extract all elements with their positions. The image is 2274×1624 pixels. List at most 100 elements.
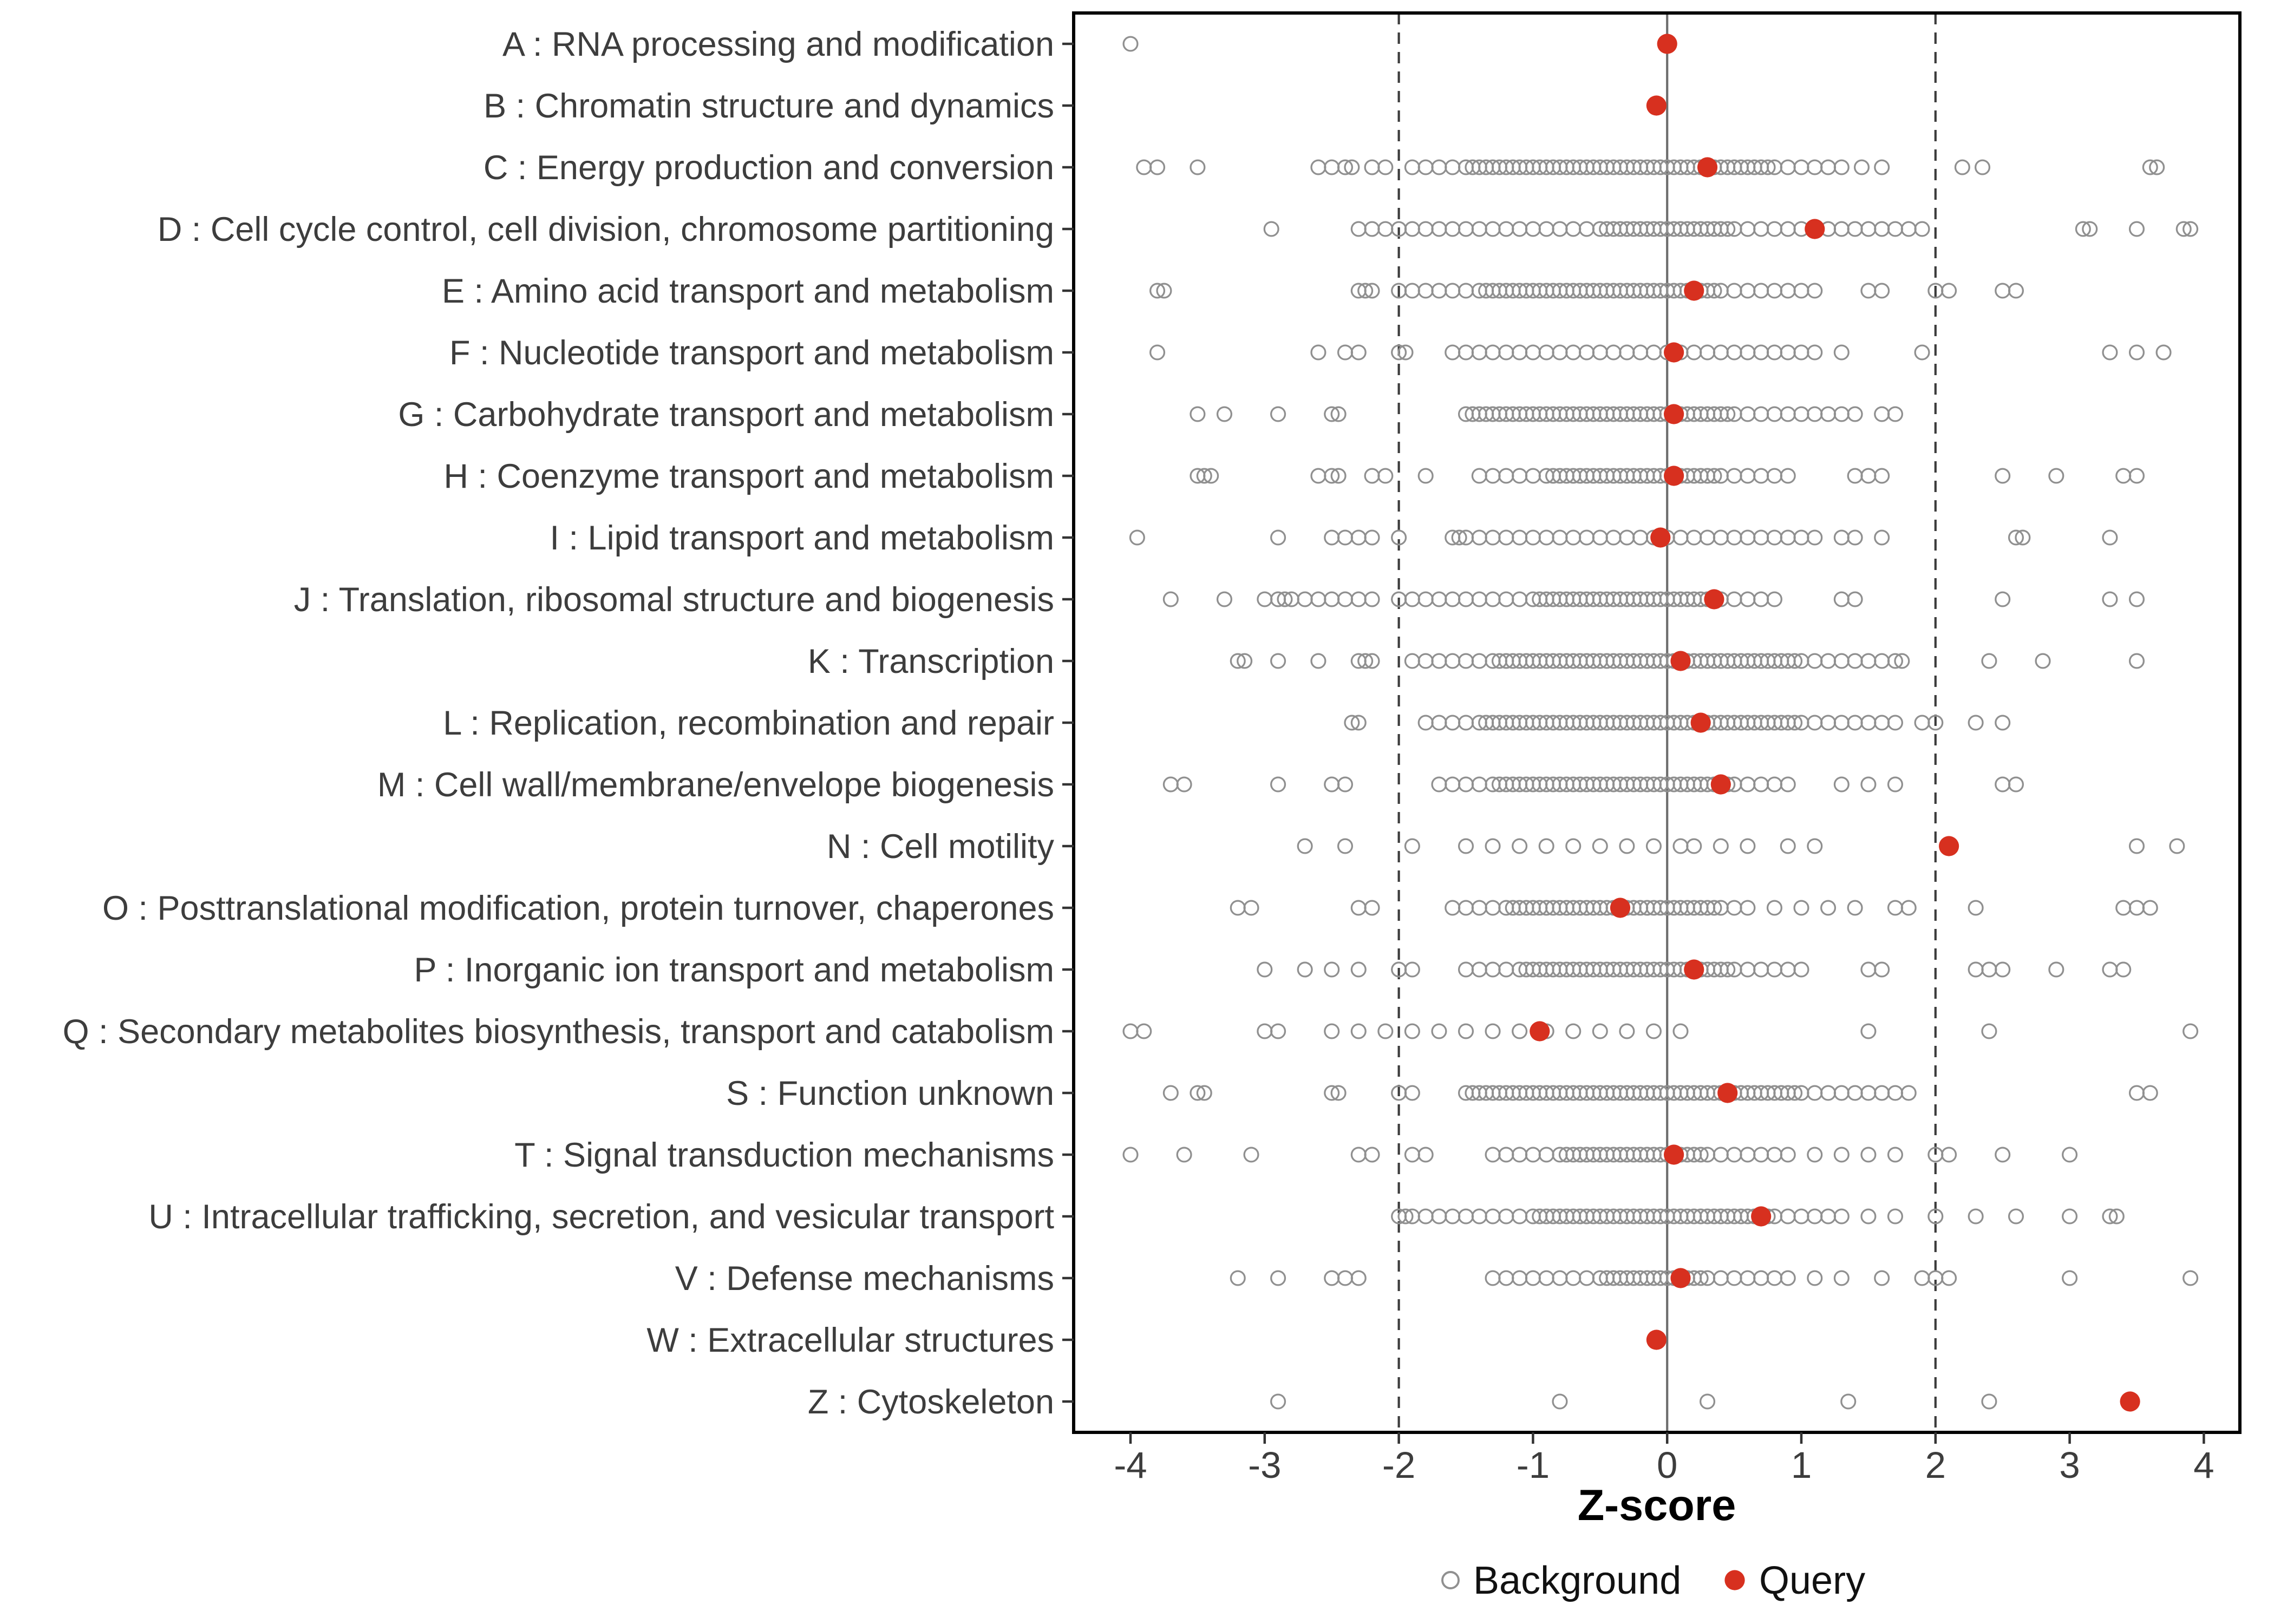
x-tick-label: -3 — [1248, 1444, 1281, 1486]
background-point — [1270, 1270, 1286, 1286]
background-point — [1270, 1023, 1286, 1039]
background-point — [2008, 1208, 2024, 1224]
background-point — [1720, 406, 1736, 422]
background-point — [1404, 961, 1420, 978]
background-point — [2048, 468, 2064, 484]
background-point — [2015, 529, 2031, 546]
category-label: D : Cell cycle control, cell division, c… — [158, 211, 1054, 248]
background-point — [2149, 159, 2165, 175]
category-label: K : Transcription — [808, 643, 1054, 680]
background-point — [1780, 1147, 1796, 1163]
background-point — [2142, 1085, 2158, 1101]
background-point — [1196, 1085, 1212, 1101]
background-point — [1847, 529, 1863, 546]
background-point — [1887, 1208, 1904, 1224]
background-point — [1787, 1085, 1803, 1101]
background-point — [2008, 529, 2024, 546]
plot-layer: A : RNA processing and modification B : C… — [63, 11, 2242, 1486]
background-point — [1203, 468, 1219, 484]
query-point — [1610, 898, 1631, 918]
background-point — [1270, 653, 1286, 669]
background-point — [1807, 529, 1823, 546]
background-point — [1330, 1085, 1347, 1101]
background-point — [1833, 1208, 1850, 1224]
background-point — [1257, 961, 1273, 978]
background-point — [1840, 1393, 1857, 1410]
background-point — [1324, 961, 1340, 978]
background-point — [1672, 1023, 1689, 1039]
category-label: Z : Cytoskeleton — [808, 1383, 1054, 1421]
background-point — [1807, 838, 1823, 854]
category-label: M : Cell wall/membrane/envelope biogenes… — [377, 766, 1054, 804]
category-label: S : Function unknown — [726, 1075, 1054, 1112]
background-point — [1270, 1393, 1286, 1410]
background-point — [1860, 1208, 1877, 1224]
query-point — [1663, 404, 1684, 424]
background-point — [1270, 406, 1286, 422]
category-label: C : Energy production and conversion — [483, 149, 1054, 187]
background-point — [1860, 1023, 1877, 1039]
background-point — [2102, 344, 2118, 361]
background-point — [1833, 776, 1850, 793]
background-point — [1129, 529, 1145, 546]
background-point — [1914, 221, 1930, 237]
background-point — [1833, 159, 1850, 175]
x-tick-label: 4 — [2193, 1444, 2214, 1486]
background-point — [1645, 838, 1662, 854]
background-point — [2128, 838, 2145, 854]
background-point — [2182, 221, 2199, 237]
background-point — [1706, 283, 1722, 299]
legend: Background Query — [1441, 1559, 1865, 1602]
background-point — [2075, 221, 2091, 237]
background-point — [2062, 1208, 2078, 1224]
background-point — [1833, 1270, 1850, 1286]
background-point — [1243, 900, 1259, 916]
background-point — [1807, 1270, 1823, 1286]
background-point — [1149, 283, 1166, 299]
query-point — [1670, 651, 1691, 671]
background-point — [1458, 1023, 1474, 1039]
x-tick-label: 1 — [1791, 1444, 1812, 1486]
background-point — [1149, 344, 1166, 361]
background-point — [2142, 900, 2158, 916]
background-point — [2128, 653, 2145, 669]
x-tick-label: 2 — [1925, 1444, 1946, 1486]
background-point — [1350, 961, 1367, 978]
background-point — [1324, 1023, 1340, 1039]
background-point — [1693, 1147, 1709, 1163]
query-point — [1646, 95, 1667, 116]
background-point — [1263, 221, 1279, 237]
background-point — [1941, 283, 1957, 299]
background-point — [1190, 1085, 1206, 1101]
x-tick-label: 0 — [1657, 1444, 1677, 1486]
background-point — [2062, 1147, 2078, 1163]
background-point — [1431, 1023, 1447, 1039]
background-point — [1740, 900, 1756, 916]
background-point — [1364, 653, 1380, 669]
x-axis-title: Z-score — [1578, 1481, 1736, 1530]
query-point — [1805, 219, 1825, 239]
background-point — [1330, 406, 1347, 422]
query-point — [1710, 774, 1731, 795]
background-point — [1780, 776, 1796, 793]
background-point — [2102, 529, 2118, 546]
background-point — [1981, 1023, 1997, 1039]
background-point — [1350, 715, 1367, 731]
background-point — [2108, 1208, 2125, 1224]
background-point — [1404, 838, 1420, 854]
query-point — [1684, 959, 1704, 980]
category-label: U : Intracellular trafficking, secretion… — [148, 1198, 1054, 1236]
background-point — [2102, 1208, 2118, 1224]
category-label: P : Inorganic ion transport and metaboli… — [414, 951, 1054, 989]
background-point — [1324, 406, 1340, 422]
background-point — [2048, 961, 2064, 978]
background-point — [1874, 1270, 1890, 1286]
query-point — [1530, 1021, 1550, 1042]
background-point — [1833, 1147, 1850, 1163]
query-point — [1697, 157, 1718, 178]
background-point — [1364, 591, 1380, 607]
background-point — [1645, 1023, 1662, 1039]
background-point — [1297, 961, 1313, 978]
category-label: H : Coenzyme transport and metabolism — [444, 457, 1054, 495]
background-point — [1900, 900, 1917, 916]
